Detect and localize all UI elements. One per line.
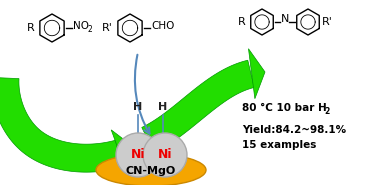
Text: 2: 2 [324,107,329,115]
Polygon shape [0,77,123,172]
Text: R': R' [322,17,333,27]
Text: H: H [158,102,167,112]
Text: R: R [238,17,246,27]
Text: NO: NO [73,21,89,31]
Text: R': R' [102,23,113,33]
Circle shape [143,133,187,177]
Ellipse shape [96,154,206,185]
Text: N: N [281,14,290,24]
Polygon shape [248,49,265,99]
Polygon shape [111,130,135,177]
Text: CHO: CHO [151,21,174,31]
Text: 15 examples: 15 examples [242,140,316,150]
Text: Yield:84.2~98.1%: Yield:84.2~98.1% [242,125,346,135]
Text: 2: 2 [87,26,92,34]
Polygon shape [142,60,254,153]
Circle shape [116,133,160,177]
Text: H: H [133,102,143,112]
Text: CN-MgO: CN-MgO [126,166,176,176]
Text: Ni: Ni [158,149,172,162]
Text: Ni: Ni [131,149,145,162]
Text: R: R [27,23,35,33]
Text: 80 °C 10 bar H: 80 °C 10 bar H [242,103,327,113]
